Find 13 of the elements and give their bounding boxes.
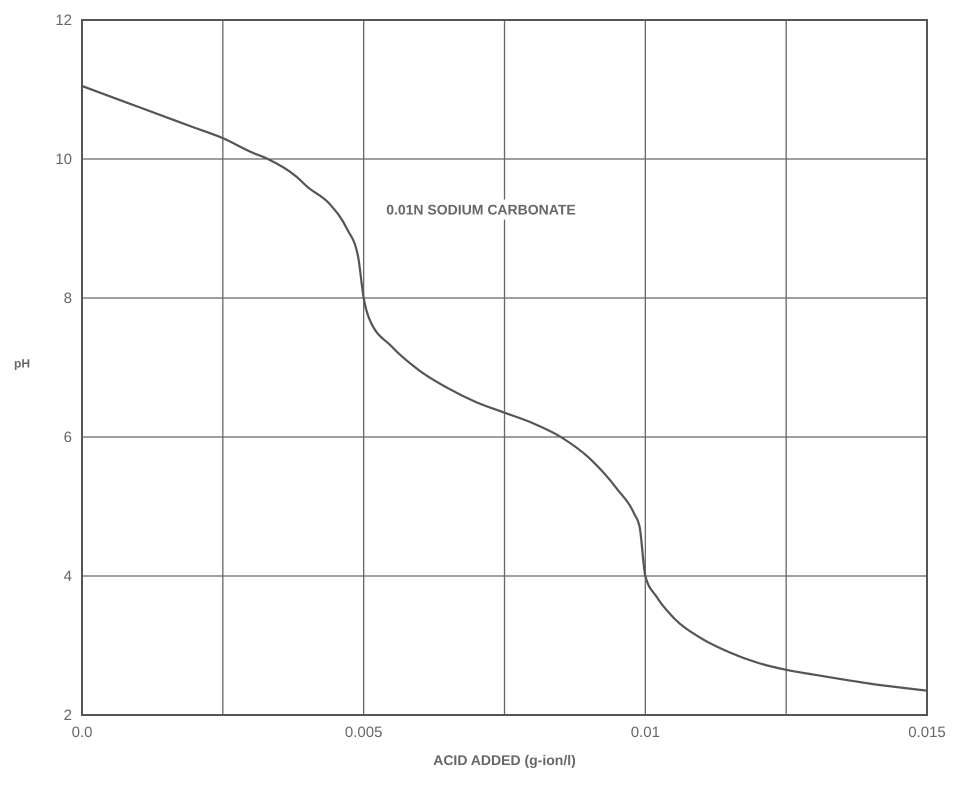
y-tick-label: 4 — [64, 568, 72, 585]
y-axis-title: pH — [14, 356, 30, 370]
x-axis-title: ACID ADDED (g-ion/l) — [433, 752, 576, 768]
y-tick-label: 12 — [55, 12, 72, 29]
y-tick-label: 10 — [55, 151, 72, 168]
x-tick-label: 0.01 — [630, 724, 660, 741]
x-tick-label: 0.015 — [908, 724, 946, 741]
x-tick-label: 0.0 — [72, 724, 92, 741]
y-tick-label: 6 — [64, 429, 72, 446]
x-tick-label: 0.005 — [344, 724, 382, 741]
y-tick-label: 2 — [64, 707, 72, 724]
annotation: 0.01N SODIUM CARBONATE — [386, 202, 576, 218]
y-tick-label: 8 — [64, 290, 72, 307]
